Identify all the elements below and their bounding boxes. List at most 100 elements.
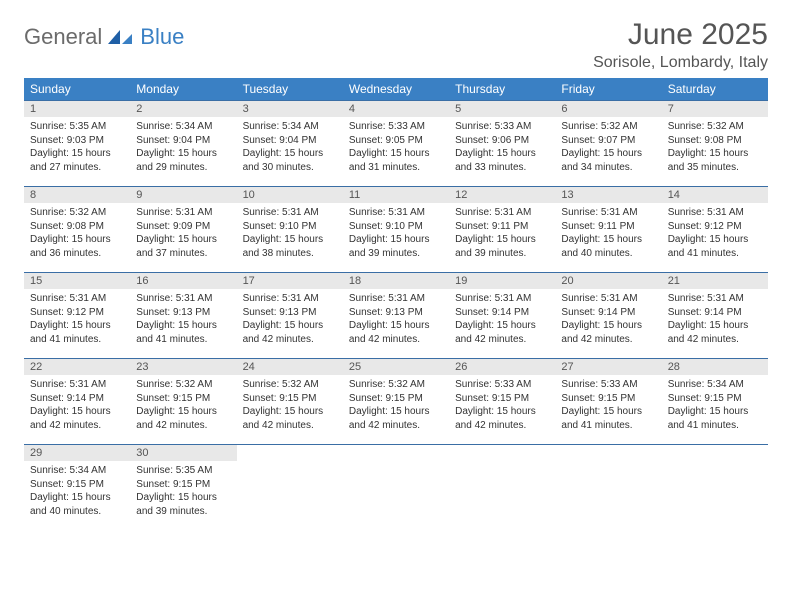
day-number: 25 <box>343 359 449 375</box>
day-number: 9 <box>130 187 236 203</box>
sunset-line: Sunset: 9:06 PM <box>455 134 549 148</box>
title-block: June 2025 Sorisole, Lombardy, Italy <box>593 18 768 72</box>
daylight-line: Daylight: 15 hours and 39 minutes. <box>349 233 443 260</box>
day-content: Sunrise: 5:31 AMSunset: 9:14 PMDaylight:… <box>662 289 768 352</box>
calendar-day-cell: 19Sunrise: 5:31 AMSunset: 9:14 PMDayligh… <box>449 273 555 359</box>
daylight-line: Daylight: 15 hours and 39 minutes. <box>136 491 230 518</box>
logo-text-general: General <box>24 24 102 50</box>
calendar-day-cell: 14Sunrise: 5:31 AMSunset: 9:12 PMDayligh… <box>662 187 768 273</box>
daylight-line: Daylight: 15 hours and 42 minutes. <box>455 405 549 432</box>
calendar-day-cell: 2Sunrise: 5:34 AMSunset: 9:04 PMDaylight… <box>130 101 236 187</box>
calendar-week-row: 22Sunrise: 5:31 AMSunset: 9:14 PMDayligh… <box>24 359 768 445</box>
logo-text-blue: Blue <box>140 24 184 50</box>
day-number: 22 <box>24 359 130 375</box>
day-number: 17 <box>237 273 343 289</box>
sunset-line: Sunset: 9:15 PM <box>455 392 549 406</box>
day-number: 30 <box>130 445 236 461</box>
calendar-day-cell: 13Sunrise: 5:31 AMSunset: 9:11 PMDayligh… <box>555 187 661 273</box>
sunset-line: Sunset: 9:13 PM <box>243 306 337 320</box>
sunset-line: Sunset: 9:10 PM <box>243 220 337 234</box>
day-content: Sunrise: 5:32 AMSunset: 9:08 PMDaylight:… <box>662 117 768 180</box>
calendar-empty-cell <box>237 445 343 531</box>
day-content: Sunrise: 5:33 AMSunset: 9:05 PMDaylight:… <box>343 117 449 180</box>
weekday-header: Friday <box>555 78 661 101</box>
day-content: Sunrise: 5:31 AMSunset: 9:11 PMDaylight:… <box>449 203 555 266</box>
logo-sail-icon <box>106 28 136 46</box>
sunset-line: Sunset: 9:13 PM <box>136 306 230 320</box>
sunset-line: Sunset: 9:09 PM <box>136 220 230 234</box>
day-content: Sunrise: 5:32 AMSunset: 9:15 PMDaylight:… <box>130 375 236 438</box>
day-content: Sunrise: 5:31 AMSunset: 9:14 PMDaylight:… <box>449 289 555 352</box>
daylight-line: Daylight: 15 hours and 42 minutes. <box>349 319 443 346</box>
calendar-week-row: 15Sunrise: 5:31 AMSunset: 9:12 PMDayligh… <box>24 273 768 359</box>
day-content: Sunrise: 5:32 AMSunset: 9:15 PMDaylight:… <box>237 375 343 438</box>
calendar-table: Sunday Monday Tuesday Wednesday Thursday… <box>24 78 768 531</box>
sunrise-line: Sunrise: 5:32 AM <box>668 120 762 134</box>
sunset-line: Sunset: 9:15 PM <box>30 478 124 492</box>
sunset-line: Sunset: 9:15 PM <box>668 392 762 406</box>
day-number: 24 <box>237 359 343 375</box>
daylight-line: Daylight: 15 hours and 29 minutes. <box>136 147 230 174</box>
daylight-line: Daylight: 15 hours and 41 minutes. <box>668 233 762 260</box>
sunset-line: Sunset: 9:13 PM <box>349 306 443 320</box>
daylight-line: Daylight: 15 hours and 42 minutes. <box>349 405 443 432</box>
logo: General Blue <box>24 18 184 50</box>
weekday-header: Tuesday <box>237 78 343 101</box>
sunset-line: Sunset: 9:03 PM <box>30 134 124 148</box>
sunset-line: Sunset: 9:05 PM <box>349 134 443 148</box>
daylight-line: Daylight: 15 hours and 42 minutes. <box>561 319 655 346</box>
day-number: 3 <box>237 101 343 117</box>
daylight-line: Daylight: 15 hours and 31 minutes. <box>349 147 443 174</box>
calendar-day-cell: 11Sunrise: 5:31 AMSunset: 9:10 PMDayligh… <box>343 187 449 273</box>
calendar-empty-cell <box>555 445 661 531</box>
calendar-day-cell: 24Sunrise: 5:32 AMSunset: 9:15 PMDayligh… <box>237 359 343 445</box>
sunset-line: Sunset: 9:12 PM <box>30 306 124 320</box>
sunset-line: Sunset: 9:07 PM <box>561 134 655 148</box>
sunrise-line: Sunrise: 5:33 AM <box>561 378 655 392</box>
day-number: 18 <box>343 273 449 289</box>
calendar-empty-cell <box>449 445 555 531</box>
day-number: 20 <box>555 273 661 289</box>
sunrise-line: Sunrise: 5:33 AM <box>455 378 549 392</box>
day-number: 19 <box>449 273 555 289</box>
calendar-day-cell: 28Sunrise: 5:34 AMSunset: 9:15 PMDayligh… <box>662 359 768 445</box>
sunrise-line: Sunrise: 5:34 AM <box>136 120 230 134</box>
calendar-day-cell: 5Sunrise: 5:33 AMSunset: 9:06 PMDaylight… <box>449 101 555 187</box>
sunrise-line: Sunrise: 5:31 AM <box>136 206 230 220</box>
day-content: Sunrise: 5:32 AMSunset: 9:07 PMDaylight:… <box>555 117 661 180</box>
day-content: Sunrise: 5:31 AMSunset: 9:11 PMDaylight:… <box>555 203 661 266</box>
day-content: Sunrise: 5:31 AMSunset: 9:13 PMDaylight:… <box>130 289 236 352</box>
weekday-header-row: Sunday Monday Tuesday Wednesday Thursday… <box>24 78 768 101</box>
day-number: 7 <box>662 101 768 117</box>
sunrise-line: Sunrise: 5:32 AM <box>136 378 230 392</box>
day-number: 23 <box>130 359 236 375</box>
day-number: 16 <box>130 273 236 289</box>
calendar-day-cell: 7Sunrise: 5:32 AMSunset: 9:08 PMDaylight… <box>662 101 768 187</box>
sunrise-line: Sunrise: 5:31 AM <box>243 292 337 306</box>
daylight-line: Daylight: 15 hours and 42 minutes. <box>243 405 337 432</box>
sunrise-line: Sunrise: 5:31 AM <box>561 206 655 220</box>
day-number: 14 <box>662 187 768 203</box>
sunset-line: Sunset: 9:08 PM <box>30 220 124 234</box>
day-content: Sunrise: 5:31 AMSunset: 9:12 PMDaylight:… <box>662 203 768 266</box>
sunrise-line: Sunrise: 5:31 AM <box>668 206 762 220</box>
day-number: 21 <box>662 273 768 289</box>
daylight-line: Daylight: 15 hours and 37 minutes. <box>136 233 230 260</box>
day-number: 11 <box>343 187 449 203</box>
calendar-body: 1Sunrise: 5:35 AMSunset: 9:03 PMDaylight… <box>24 101 768 531</box>
day-content: Sunrise: 5:33 AMSunset: 9:15 PMDaylight:… <box>555 375 661 438</box>
month-title: June 2025 <box>593 18 768 52</box>
daylight-line: Daylight: 15 hours and 33 minutes. <box>455 147 549 174</box>
sunset-line: Sunset: 9:14 PM <box>30 392 124 406</box>
sunrise-line: Sunrise: 5:31 AM <box>30 378 124 392</box>
calendar-day-cell: 17Sunrise: 5:31 AMSunset: 9:13 PMDayligh… <box>237 273 343 359</box>
calendar-day-cell: 12Sunrise: 5:31 AMSunset: 9:11 PMDayligh… <box>449 187 555 273</box>
sunrise-line: Sunrise: 5:32 AM <box>349 378 443 392</box>
daylight-line: Daylight: 15 hours and 34 minutes. <box>561 147 655 174</box>
day-content: Sunrise: 5:31 AMSunset: 9:14 PMDaylight:… <box>24 375 130 438</box>
day-number: 10 <box>237 187 343 203</box>
calendar-day-cell: 18Sunrise: 5:31 AMSunset: 9:13 PMDayligh… <box>343 273 449 359</box>
calendar-day-cell: 29Sunrise: 5:34 AMSunset: 9:15 PMDayligh… <box>24 445 130 531</box>
calendar-empty-cell <box>662 445 768 531</box>
sunset-line: Sunset: 9:15 PM <box>349 392 443 406</box>
